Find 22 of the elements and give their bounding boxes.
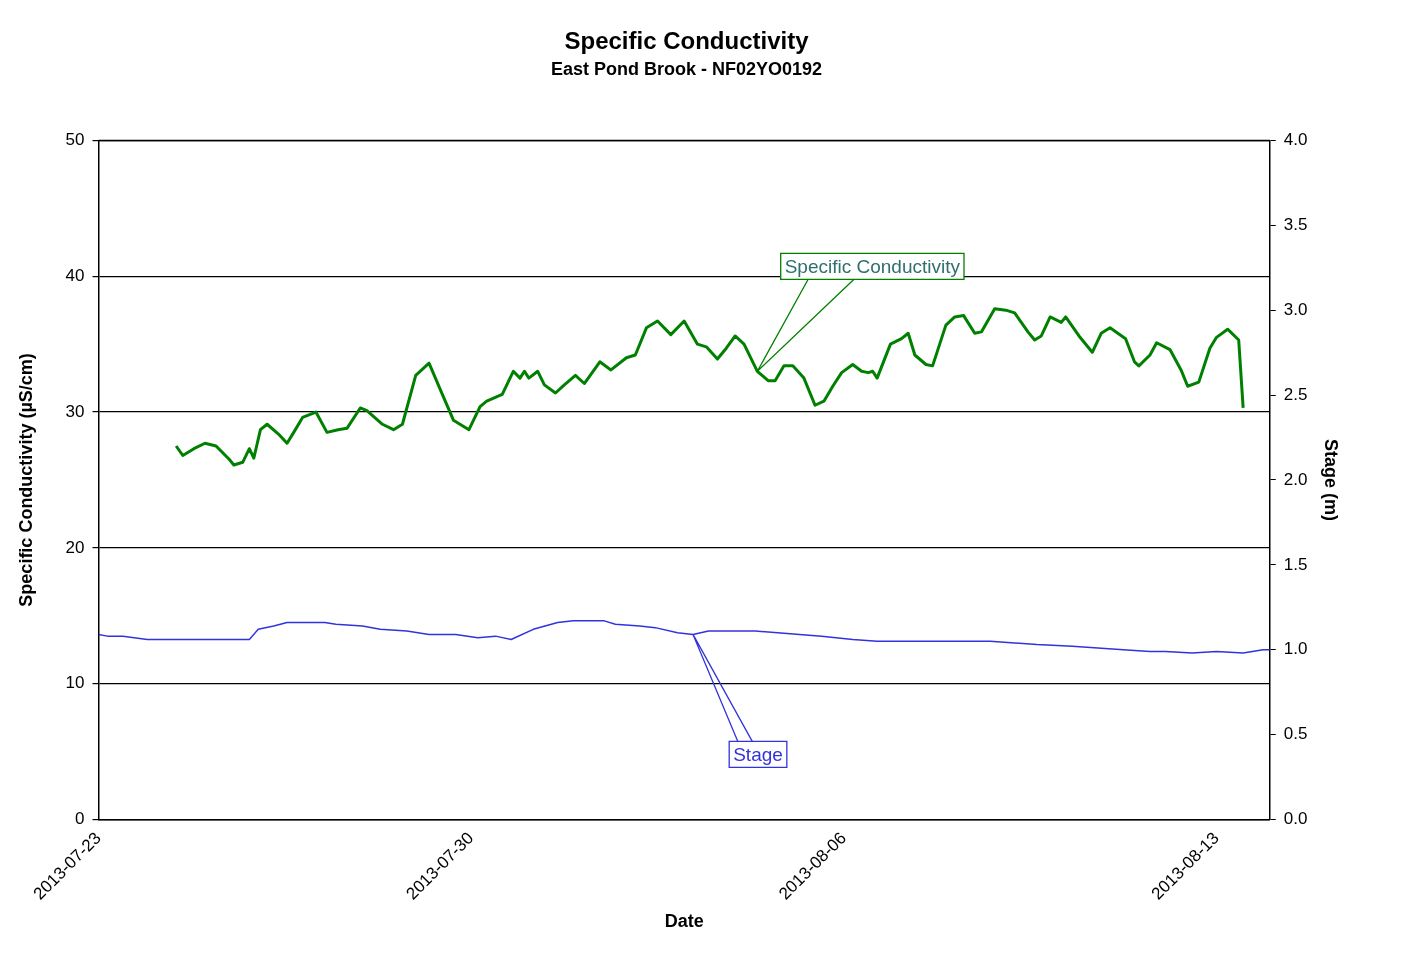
y2-tick-label: 0.5 (1283, 724, 1308, 744)
y2-tick-label: 3.0 (1283, 299, 1308, 319)
y2-tick-label: 0.0 (1283, 809, 1308, 829)
y2-tick-label: 3.5 (1283, 214, 1308, 234)
y-tick-label: 0 (75, 809, 85, 829)
y2-axis-title: Stage (m) (1321, 438, 1342, 521)
y2-tick-label: 1.5 (1283, 554, 1308, 574)
y2-tick-label: 4.0 (1283, 130, 1308, 150)
y2-tick-label: 2.5 (1283, 384, 1308, 404)
y-tick-label: 20 (65, 537, 85, 557)
y2-tick-label: 2.0 (1283, 469, 1308, 489)
y2-tick-label: 1.0 (1283, 639, 1308, 659)
text: Stage (733, 743, 783, 765)
y-tick-label: 40 (65, 265, 85, 285)
chart-title: Specific Conductivity (564, 27, 810, 55)
chart-subtitle: East Pond Brook - NF02YO0192 (550, 58, 823, 79)
y-tick-label: 10 (65, 673, 85, 693)
x-axis-title: Date (664, 911, 704, 932)
y-tick-label: 50 (65, 130, 85, 150)
y-axis-title: Specific Conductivity (µS/cm) (15, 353, 36, 607)
y-tick-label: 30 (65, 401, 85, 421)
text: Specific Conductivity (784, 255, 961, 277)
